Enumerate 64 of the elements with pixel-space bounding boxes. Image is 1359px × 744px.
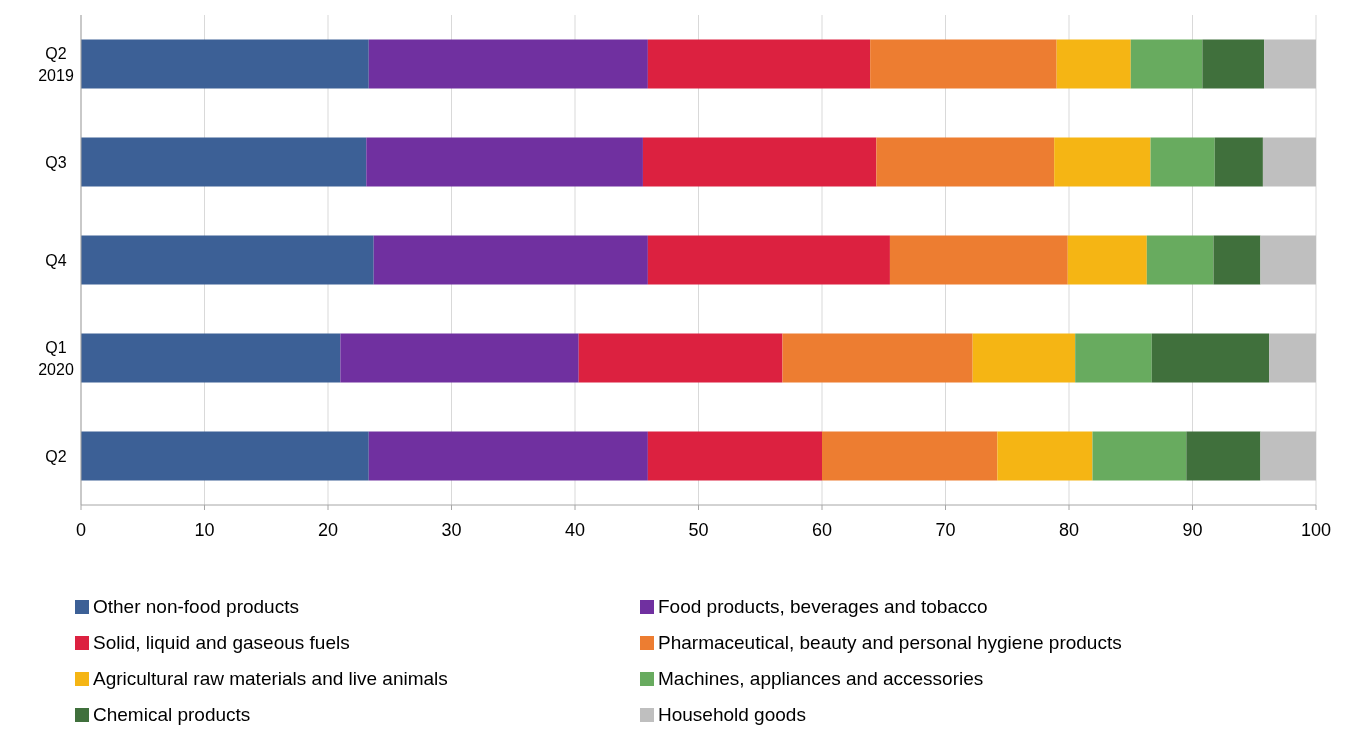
bar [876,137,1055,187]
bar [647,235,890,285]
x-tick-label: 60 [811,520,833,540]
bar [81,235,374,285]
x-tick-label: 100 [1300,520,1332,540]
x-tick-label: 80 [1058,520,1080,540]
y-tick-label: Q2 2019 [38,45,74,84]
x-tick-label: 0 [75,520,87,540]
bar [1075,333,1152,383]
bar [366,137,643,187]
x-tick-label: 40 [564,520,586,540]
bar [373,235,648,285]
legend-label: Other non-food products [93,596,299,617]
bar [997,431,1093,481]
bar [1202,39,1265,89]
bar [368,39,648,89]
bar [1269,333,1316,383]
bar [1264,39,1316,89]
bar [1092,431,1187,481]
bar [870,39,1057,89]
x-tick-label: 50 [688,520,709,540]
bar [81,431,369,481]
bar [340,333,579,383]
legend-label: Food products, beverages and tobacco [658,596,988,617]
x-tick-label: 20 [317,520,339,540]
bar [1260,235,1317,285]
y-tick-label: Q4 [45,252,67,269]
legend-label: Chemical products [93,704,251,725]
bar [1151,333,1270,383]
bar [1260,431,1317,481]
bar [81,39,369,89]
bar [647,431,822,481]
y-tick-label: Q3 [45,154,67,171]
bar [972,333,1076,383]
x-tick-label: 90 [1182,520,1203,540]
bar [1130,39,1203,89]
bar [81,333,341,383]
bar [1054,137,1151,187]
bar [368,431,648,481]
bar [81,137,367,187]
bar [1067,235,1147,285]
x-tick-label: 70 [935,520,956,540]
bar [822,431,998,481]
y-tick-label: Q1 2020 [38,339,74,378]
legend-label: Machines, appliances and accessories [658,668,984,689]
bar [642,137,877,187]
bar [1146,235,1214,285]
bar [889,235,1068,285]
bar [1213,235,1261,285]
bar [1056,39,1131,89]
legend-label: Pharmaceutical, beauty and personal hygiene products [658,632,1122,653]
legend-label: Agricultural raw materials and live animals [93,668,448,689]
bar [782,333,973,383]
bar [1262,137,1317,187]
legend-label: Household goods [658,704,806,725]
x-tick-label: 30 [441,520,462,540]
bar [578,333,783,383]
bar [1186,431,1261,481]
y-tick-label: Q2 [45,448,67,465]
bar [647,39,871,89]
bar [1214,137,1263,187]
bar [1150,137,1215,187]
legend-label: Solid, liquid and gaseous fuels [93,632,350,653]
x-tick-label: 10 [194,520,215,540]
